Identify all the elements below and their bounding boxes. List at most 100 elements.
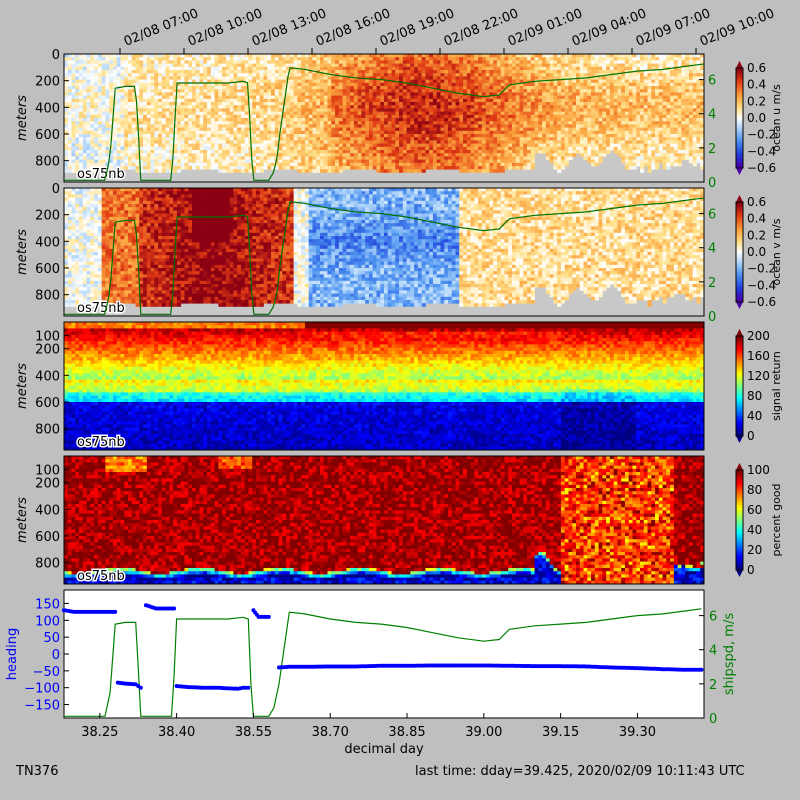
- heatmap-cell: [274, 66, 279, 71]
- heatmap-cell: [384, 89, 389, 93]
- heatmap-cell: [421, 105, 426, 109]
- heatmap-cell: [173, 76, 178, 80]
- heatmap-cell: [542, 73, 547, 77]
- heatmap-cell: [256, 54, 261, 58]
- heatmap-cell: [489, 54, 494, 58]
- heatmap-cell: [391, 57, 396, 61]
- heatmap-cell: [576, 150, 581, 154]
- heatmap-cell: [380, 108, 385, 112]
- heatmap-cell: [534, 114, 539, 119]
- heatmap-cell: [161, 66, 167, 71]
- heatmap-cell: [86, 70, 91, 74]
- heatmap-cell: [312, 79, 317, 84]
- heatmap-cell: [512, 124, 517, 128]
- heatmap-cell: [395, 162, 400, 167]
- heatmap-cell: [576, 124, 581, 128]
- heatmap-cell: [568, 134, 573, 138]
- heatmap-cell: [278, 79, 283, 84]
- heatmap-cell: [286, 134, 291, 138]
- heatmap-cell: [346, 79, 351, 84]
- heatmap-cell: [485, 159, 490, 164]
- heatmap-cell: [135, 92, 140, 96]
- heatmap-cell: [515, 127, 520, 132]
- heatmap-cell: [225, 118, 231, 122]
- heatmap-cell: [225, 150, 231, 154]
- heatmap-cell: [229, 156, 234, 160]
- heatmap-cell: [222, 162, 227, 167]
- heatmap-cell: [97, 76, 103, 80]
- heatmap-cell: [75, 98, 80, 103]
- heatmap-cell: [568, 130, 573, 135]
- heatmap-cell: [557, 121, 562, 125]
- heatmap-cell: [154, 118, 159, 122]
- heatmap-cell: [135, 86, 140, 90]
- heatmap-cell: [451, 54, 456, 58]
- heatmap-cell: [489, 127, 494, 132]
- heatmap-cell: [515, 102, 520, 106]
- heatmap-cell: [188, 70, 193, 74]
- heatmap-cell: [417, 66, 423, 71]
- heatmap-cell: [534, 118, 539, 122]
- heatmap-cell: [444, 153, 449, 157]
- heatmap-cell: [128, 60, 133, 64]
- heatmap-cell: [530, 159, 535, 164]
- heatmap-cell: [67, 82, 72, 87]
- heatmap-cell: [150, 121, 155, 125]
- heatmap-cell: [504, 105, 509, 109]
- heatmap-cell: [478, 95, 483, 100]
- heatmap-cell: [530, 89, 535, 93]
- heatmap-cell: [519, 114, 524, 119]
- heatmap-cell: [207, 118, 212, 122]
- heatmap-cell: [384, 150, 389, 154]
- heatmap-cell: [508, 63, 513, 68]
- heatmap-cell: [459, 156, 464, 160]
- heatmap-cell: [451, 118, 456, 122]
- heatmap-cell: [97, 114, 103, 119]
- heatmap-cell: [131, 89, 136, 93]
- heatmap-cell: [353, 114, 359, 119]
- heatmap-cell: [365, 143, 370, 148]
- heatmap-cell: [304, 86, 310, 90]
- heatmap-cell: [252, 70, 257, 74]
- heatmap-cell: [184, 79, 189, 84]
- heatmap-cell: [455, 162, 460, 167]
- heatmap-cell: [101, 60, 106, 64]
- heatmap-cell: [353, 86, 359, 90]
- heatmap-cell: [342, 166, 347, 170]
- heatmap-cell: [165, 143, 170, 148]
- heatmap-cell: [64, 95, 69, 100]
- heatmap-cell: [421, 92, 426, 96]
- heatmap-cell: [158, 169, 163, 173]
- heatmap-cell: [466, 54, 471, 58]
- heatmap-cell: [301, 121, 306, 125]
- heatmap-cell: [120, 150, 125, 154]
- heatmap-cell: [568, 108, 573, 112]
- heatmap-cell: [101, 118, 106, 122]
- heatmap-cell: [496, 105, 502, 109]
- heatmap-cell: [380, 82, 385, 87]
- heatmap-cell: [173, 153, 178, 157]
- heatmap-cell: [267, 76, 272, 80]
- heatmap-cell: [286, 114, 291, 119]
- heatmap-cell: [512, 108, 517, 112]
- heatmap-cell: [376, 70, 381, 74]
- heatmap-cell: [282, 60, 287, 64]
- heatmap-cell: [158, 130, 163, 135]
- heatmap-cell: [82, 153, 87, 157]
- heatmap-cell: [429, 70, 434, 74]
- heatmap-cell: [425, 89, 430, 93]
- heatmap-cell: [116, 98, 121, 103]
- heatmap-cell: [229, 143, 234, 148]
- heatmap-cell: [455, 102, 460, 106]
- heatmap-cell: [542, 92, 547, 96]
- heatmap-cell: [282, 108, 287, 112]
- heatmap-cell: [553, 108, 558, 112]
- heatmap-cell: [489, 102, 494, 106]
- heatmap-cell: [368, 130, 374, 135]
- heatmap-cell: [335, 86, 340, 90]
- heatmap-cell: [86, 162, 91, 167]
- heatmap-cell: [444, 111, 449, 116]
- heatmap-cell: [444, 150, 449, 154]
- heatmap-cell: [500, 140, 505, 144]
- heatmap-cell: [459, 57, 464, 61]
